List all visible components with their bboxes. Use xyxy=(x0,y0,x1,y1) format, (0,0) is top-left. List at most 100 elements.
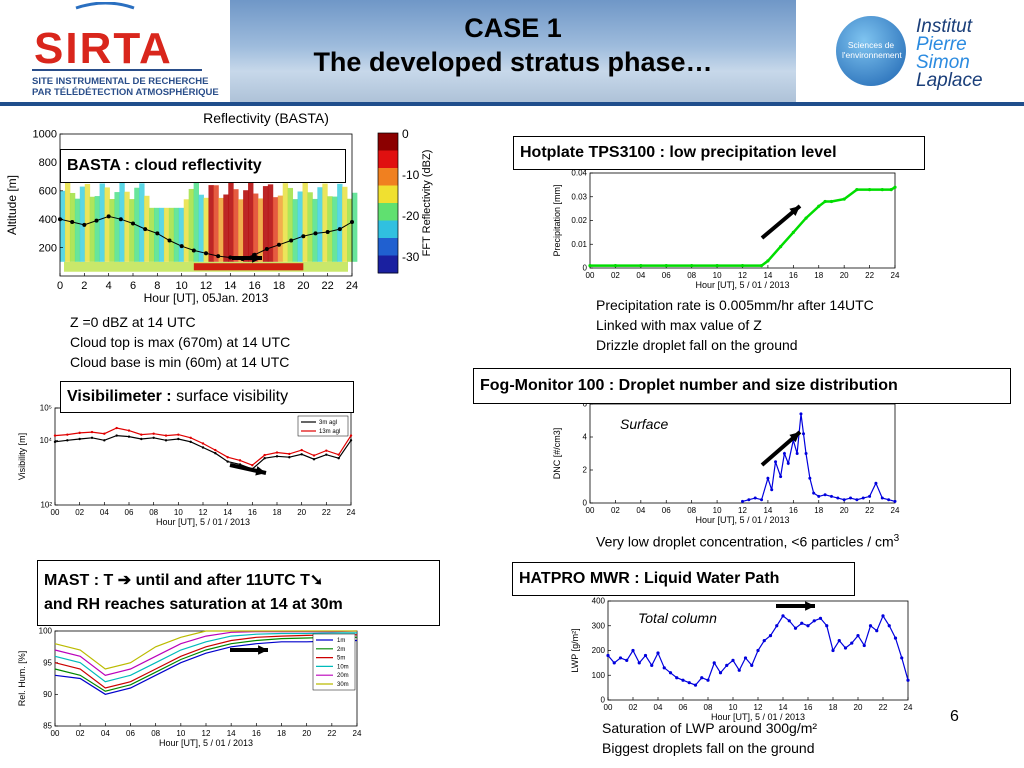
mast-x-tick-label: 16 xyxy=(252,729,261,738)
basta-reflectivity-cell xyxy=(178,207,185,262)
fog-note: Very low droplet concentration, <6 parti… xyxy=(596,529,899,552)
hotplate-y-tick-label: 0.04 xyxy=(571,169,587,178)
basta-x-tick-label: 20 xyxy=(297,280,309,292)
hotplate-x-tick-label: 12 xyxy=(738,271,747,280)
mast-x-axis-label: Hour [UT], 5 / 01 / 2013 xyxy=(159,738,253,748)
fog-dnc-point xyxy=(829,494,833,498)
basta-x-tick-label: 22 xyxy=(322,280,334,292)
hatpro-lwp-point xyxy=(787,619,791,623)
mast-y-axis-label: Rel. Hum. [%] xyxy=(17,651,27,707)
fog-dnc-point xyxy=(770,488,774,492)
visib-y-axis-label: Visibility [m] xyxy=(17,433,27,480)
visibilimeter-label-box: Visibilimeter : surface visibility xyxy=(60,381,354,413)
hotplate-note-1: Precipitation rate is 0.005mm/hr after 1… xyxy=(596,297,874,313)
basta-cloud-top-point xyxy=(325,229,330,234)
page-number: 6 xyxy=(950,708,959,725)
basta-cloud-top-point xyxy=(82,222,87,227)
visib-series-point xyxy=(312,454,316,457)
basta-reflectivity-cell xyxy=(109,198,115,262)
basta-cloud-top-point xyxy=(228,255,233,260)
basta-cloud-top-point xyxy=(131,221,135,226)
fog-dnc-point xyxy=(842,498,846,502)
fog-x-tick-label: 22 xyxy=(865,506,874,515)
basta-reflectivity-cell xyxy=(253,193,259,262)
ipsl-line2: Pierre xyxy=(916,34,967,55)
visib-x-tick-label: 06 xyxy=(125,508,134,517)
basta-drizzle-layer xyxy=(193,263,304,271)
fog-note-text: Very low droplet concentration, <6 parti… xyxy=(596,533,894,550)
hatpro-y-axis-label: LWP [g/m²] xyxy=(570,628,580,672)
basta-colorbar-segment xyxy=(378,238,398,256)
hotplate-x-tick-label: 00 xyxy=(586,271,595,280)
hatpro-lwp-point xyxy=(837,639,841,643)
basta-cloud-top-point xyxy=(337,227,342,232)
mast-x-tick-label: 08 xyxy=(151,729,160,738)
hotplate-precip-point xyxy=(715,264,719,268)
basta-cloud-top-point xyxy=(289,238,294,243)
hatpro-y-tick-label: 300 xyxy=(592,621,606,630)
fog-dnc-point xyxy=(747,498,751,502)
mast-legend-label: 30m xyxy=(337,682,349,688)
basta-reflectivity-cell xyxy=(312,198,318,262)
hatpro-x-tick-label: 20 xyxy=(854,703,863,712)
fog-x-tick-label: 06 xyxy=(662,506,671,515)
basta-cloud-top-point xyxy=(143,227,148,232)
basta-reflectivity-cell xyxy=(342,186,348,262)
basta-reflectivity-cell xyxy=(84,183,91,262)
sirta-subtitle-line1: SITE INSTRUMENTAL DE RECHERCHE xyxy=(32,76,209,87)
basta-arrow-head xyxy=(252,253,262,263)
mast-label-box: MAST : T ➔ until and after 11UTC T➘ and … xyxy=(37,560,440,626)
hotplate-note-2: Linked with max value of Z xyxy=(596,317,762,333)
basta-cloud-top-point xyxy=(301,234,306,239)
fog-dnc-point xyxy=(887,498,891,502)
hatpro-lwp-point xyxy=(868,624,873,628)
visib-series-point xyxy=(214,448,217,452)
hatpro-arrow-head xyxy=(805,601,815,611)
basta-notes: Z =0 dBZ at 14 UTC Cloud top is max (670… xyxy=(70,312,290,372)
fog-dnc-point xyxy=(753,496,757,500)
fog-dnc-point xyxy=(804,452,808,455)
visib-x-tick-label: 16 xyxy=(248,508,257,517)
hotplate-precip-point xyxy=(690,264,694,268)
basta-cloud-top-point xyxy=(216,254,221,259)
basta-reflectivity-cell xyxy=(158,207,165,262)
visib-series-point xyxy=(201,446,205,449)
fog-x-tick-label: 14 xyxy=(763,506,772,515)
hotplate-y-tick-label: 0.02 xyxy=(571,216,587,225)
fog-y-axis-label: DNC [#/cm3] xyxy=(552,428,562,480)
hatpro-lwp-point xyxy=(793,626,798,630)
ipsl-globe-icon: Sciences de l'environnement xyxy=(836,16,906,86)
hatpro-lwp-point xyxy=(806,624,810,628)
mast-x-tick-label: 24 xyxy=(353,729,362,738)
mast-x-tick-label: 10 xyxy=(176,729,185,738)
visib-series-point xyxy=(263,453,266,457)
hatpro-lwp-point xyxy=(750,663,754,667)
visib-series-point xyxy=(288,452,291,456)
basta-colorbar-segment xyxy=(378,133,398,151)
visib-x-tick-label: 04 xyxy=(100,508,109,517)
hotplate-x-tick-label: 06 xyxy=(662,271,671,280)
basta-reflectivity-cell xyxy=(94,196,101,262)
hotplate-precip-point xyxy=(664,264,668,268)
visib-series-point xyxy=(127,429,131,432)
visib-series-point xyxy=(275,451,279,454)
fog-x-axis-label: Hour [UT], 5 / 01 / 2013 xyxy=(695,515,789,525)
basta-colorbar-tick-label: 0 xyxy=(402,127,409,141)
basta-colorbar-segment xyxy=(378,150,398,169)
visib-series-point xyxy=(325,453,328,456)
basta-reflectivity-cell xyxy=(347,198,353,262)
basta-note-2: Cloud top is max (670m) at 14 UTC xyxy=(70,334,291,350)
fog-dnc-point xyxy=(808,476,812,480)
basta-colorbar-segment xyxy=(378,203,398,221)
mast-series-line xyxy=(54,634,357,689)
hotplate-x-tick-label: 20 xyxy=(840,271,849,280)
mast-arrow-head xyxy=(258,645,268,655)
hatpro-notes: Saturation of LWP around 300g/m² Biggest… xyxy=(602,718,817,758)
fog-x-tick-label: 20 xyxy=(840,506,849,515)
mast-legend-label: 20m xyxy=(337,673,349,679)
visib-series-point xyxy=(53,434,57,437)
visib-series-point xyxy=(300,453,303,456)
basta-cloud-top-point xyxy=(167,238,172,243)
fog-x-tick-label: 08 xyxy=(687,506,696,515)
